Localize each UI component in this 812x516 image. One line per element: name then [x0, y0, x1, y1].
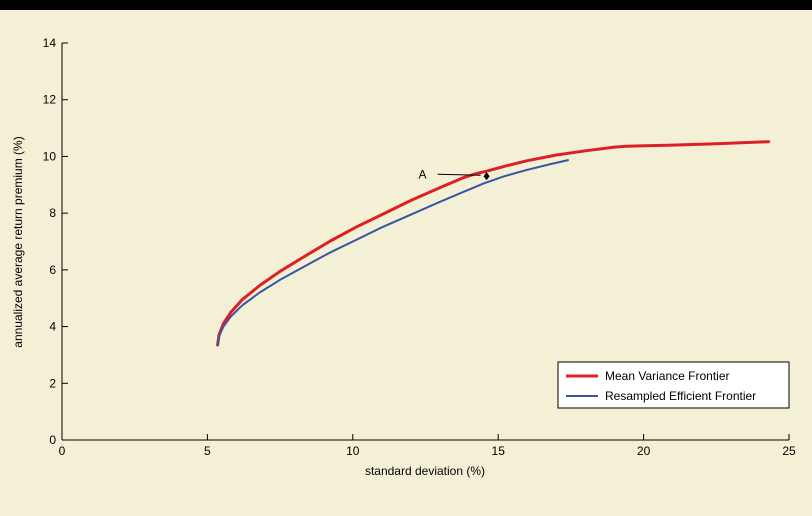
x-axis-label: standard deviation (%)	[365, 464, 485, 478]
y-tick-label: 0	[49, 433, 56, 447]
x-tick-label: 10	[346, 444, 360, 458]
x-tick-label: 20	[637, 444, 651, 458]
legend-label: Mean Variance Frontier	[605, 369, 730, 383]
y-tick-label: 10	[43, 149, 57, 163]
legend-box	[557, 361, 790, 409]
y-tick-label: 4	[49, 320, 56, 334]
legend: Mean Variance Frontier Resampled Efficien…	[557, 361, 790, 409]
x-tick-label: 15	[492, 444, 506, 458]
y-tick-label: 12	[43, 93, 57, 107]
point-a-label: A	[419, 167, 427, 181]
axes: 0 5 10 15 20 25 0 2 4 6 8 10 12 14	[43, 36, 796, 458]
point-a-leader-line	[437, 173, 481, 176]
y-tick-label: 14	[43, 36, 57, 50]
x-tick-label: 25	[782, 444, 796, 458]
annotation-layer: A	[419, 167, 490, 181]
y-tick-label: 6	[49, 263, 56, 277]
resampled-efficient-frontier-line	[216, 159, 569, 346]
y-tick-label: 8	[49, 206, 56, 220]
top-black-bar	[0, 0, 812, 10]
legend-label: Resampled Efficient Frontier	[605, 389, 756, 403]
mean-variance-frontier-line	[216, 140, 771, 347]
x-tick-label: 5	[204, 444, 211, 458]
y-tick-label: 2	[49, 376, 56, 390]
series-layer	[216, 140, 771, 347]
point-a-marker	[483, 172, 490, 181]
y-axis-label: annualized average return premium (%)	[11, 136, 25, 347]
x-tick-label: 0	[59, 444, 66, 458]
